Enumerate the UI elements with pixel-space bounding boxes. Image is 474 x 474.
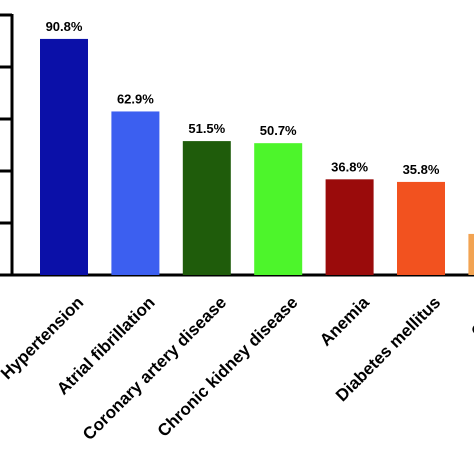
- x-tick-label: Chronic kidney disease: [154, 293, 302, 441]
- value-label: 62.9%: [117, 91, 154, 106]
- bar: [182, 141, 231, 275]
- value-label: 50.7%: [260, 123, 297, 138]
- x-tick-label: COPD: [468, 293, 474, 341]
- value-label: 90.8%: [46, 19, 83, 34]
- bar: [468, 233, 474, 275]
- value-label: 35.8%: [403, 162, 440, 177]
- bar: [325, 179, 374, 275]
- value-label: 51.5%: [188, 121, 225, 136]
- bar: [254, 143, 303, 275]
- bar: [111, 111, 160, 276]
- bar: [40, 38, 88, 275]
- value-label: 36.8%: [331, 159, 368, 174]
- x-tick-label: Coronary artery disease: [79, 293, 230, 444]
- x-tick-label: Anemia: [316, 293, 373, 350]
- bar: [397, 181, 445, 275]
